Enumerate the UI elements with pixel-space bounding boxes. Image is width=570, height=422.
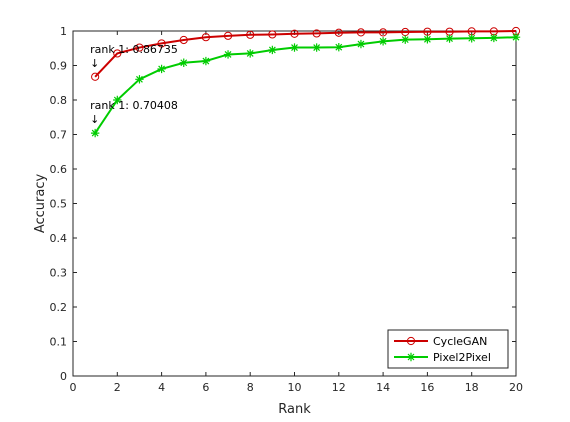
data-point [401,35,410,44]
x-tick-label: 14 [376,381,390,394]
data-point [467,34,476,43]
x-axis-ticks: 0 2 4 6 8 10 12 14 16 18 20 [70,31,523,394]
x-tick-label: 12 [332,381,346,394]
x-tick-label: 8 [247,381,254,394]
annotation-layer: rank 1: 0.86735↓rank 1: 0.70408↓ [90,43,178,126]
data-point [356,28,366,37]
data-point [334,28,343,37]
data-point [423,35,432,44]
legend-item: Pixel2Pixel [394,351,491,364]
y-tick-label: 0.1 [50,336,68,349]
data-point [157,64,166,74]
legend-label: Pixel2Pixel [433,351,491,364]
axes-box [72,30,517,377]
y-tick-label: 0 [60,370,67,383]
data-point [290,29,299,38]
data-point [246,49,255,58]
data-point [223,50,233,59]
y-tick-label: 0.9 [50,60,68,73]
data-point [268,45,277,55]
x-axis-title: Rank [278,402,311,417]
data-point [312,43,321,52]
annotation-arrow: ↓ [90,113,99,126]
x-tick-label: 20 [509,381,523,394]
x-tick-label: 16 [420,381,434,394]
data-point [246,30,255,39]
data-point [157,39,166,48]
y-tick-label: 0.3 [50,267,68,280]
data-point [201,33,210,42]
y-tick-label: 0.4 [50,232,68,245]
x-tick-label: 10 [288,381,302,394]
data-point [290,43,299,52]
y-tick-label: 0.5 [50,198,68,211]
data-point [356,39,366,49]
x-tick-label: 6 [202,381,209,394]
data-point [90,128,100,138]
data-point [489,33,499,43]
data-point [445,34,454,43]
legend-box [387,329,509,369]
legend-marker [406,352,416,362]
plot-area [72,30,517,377]
data-point [378,37,388,46]
data-point [135,43,144,52]
data-point [268,30,277,39]
y-tick-label: 0.6 [50,163,68,176]
series-pixel2pixel [90,33,521,138]
series-layer [90,26,521,138]
data-point [223,31,233,40]
y-tick-label: 0.2 [50,301,68,314]
y-tick-label: 0.8 [50,94,68,107]
annotation-label: rank 1: 0.70408 [90,99,178,112]
y-tick-label: 1 [60,25,67,38]
data-point [201,56,211,66]
data-point [511,33,521,42]
data-point [179,35,188,45]
data-point [113,49,122,58]
y-axis-title: Accuracy [33,174,48,234]
data-point [113,95,122,105]
data-point [135,75,144,84]
y-tick-label: 0.7 [50,129,68,142]
annotation-arrow: ↓ [90,57,99,70]
legend: CycleGAN Pixel2Pixel [387,329,509,369]
data-point [379,28,388,37]
legend-marker [406,336,416,346]
x-tick-label: 4 [158,381,165,394]
x-tick-label: 0 [70,381,77,394]
data-point [179,58,188,67]
data-point [312,29,321,38]
x-tick-label: 18 [465,381,479,394]
legend-label: CycleGAN [433,335,487,348]
x-tick-label: 2 [114,381,121,394]
annotation-label: rank 1: 0.86735 [90,43,178,56]
data-point [91,72,100,81]
data-point [334,43,343,52]
legend-item: CycleGAN [394,335,487,348]
